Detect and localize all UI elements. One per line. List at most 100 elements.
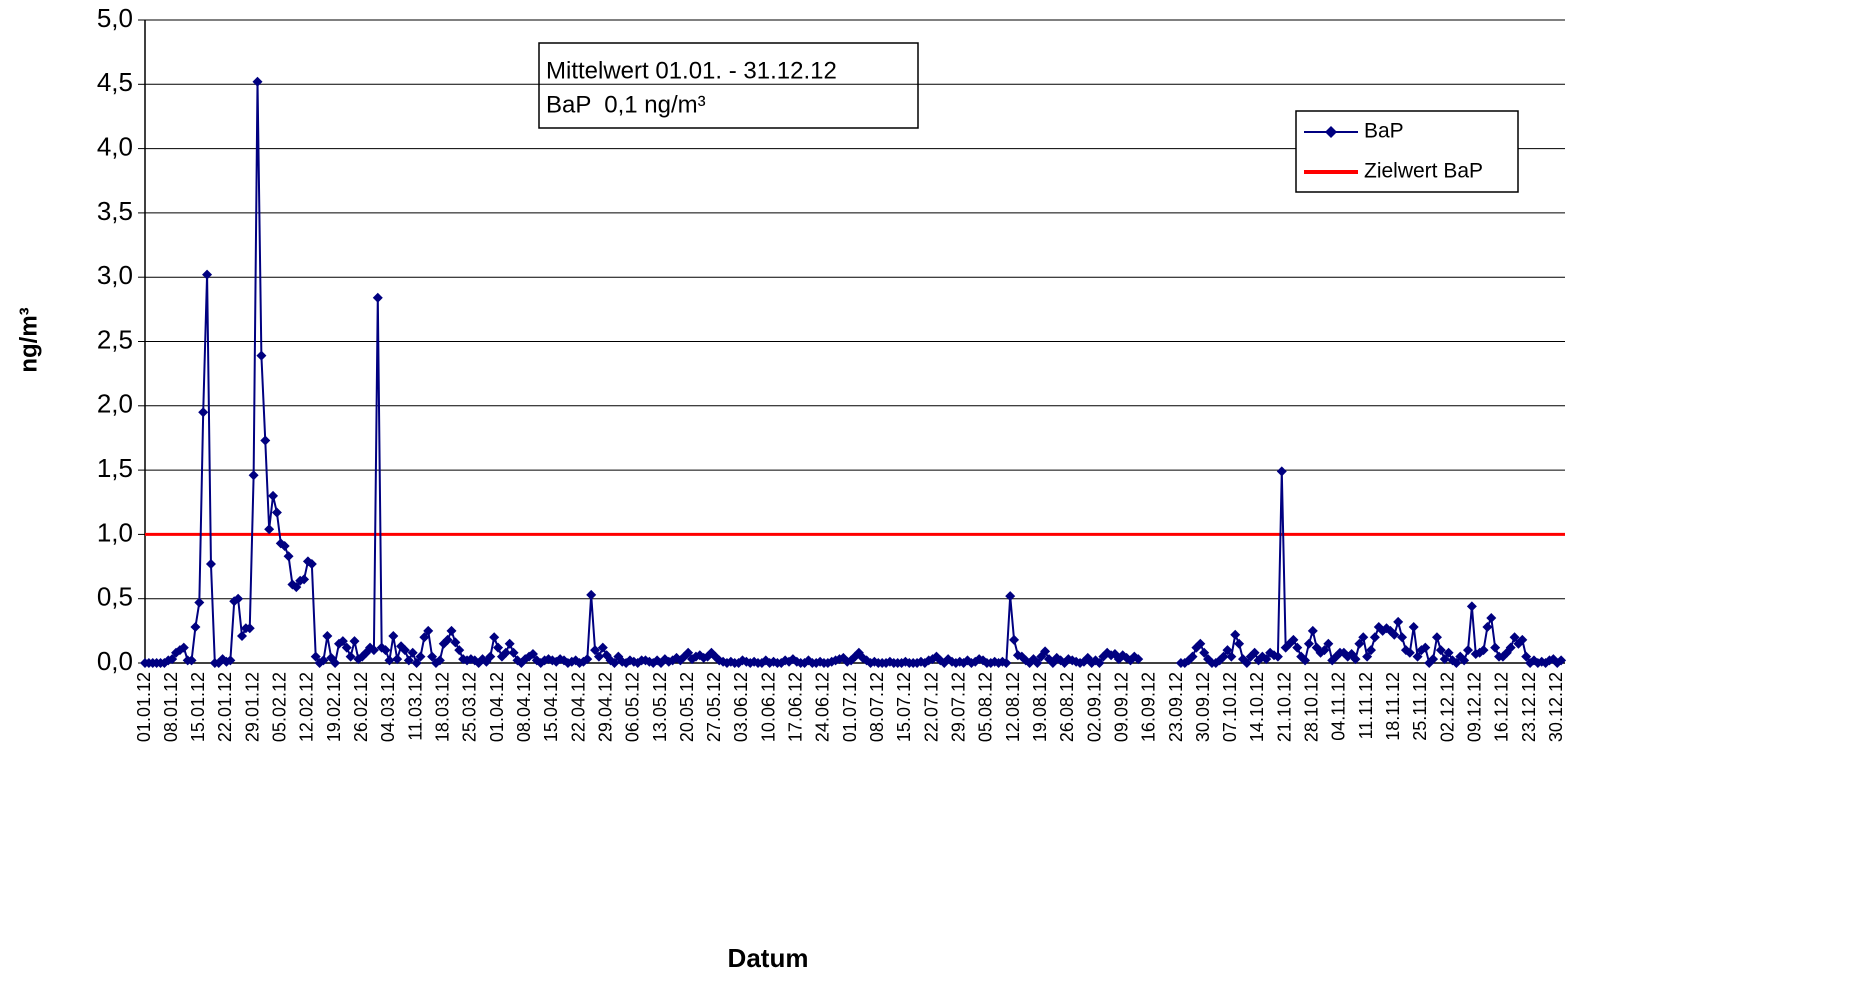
data-point [252,76,263,87]
data-point [1187,651,1198,662]
y-tick-label: 4,5 [97,67,133,97]
data-point [454,645,465,656]
data-point [178,642,189,653]
data-point [1272,651,1283,662]
data-point [1509,632,1520,643]
y-tick-label: 1,5 [97,453,133,483]
data-point [1005,591,1016,602]
data-point [500,647,511,658]
x-tick-label: 09.12.12 [1465,672,1485,742]
data-point [609,658,620,668]
data-point [1261,654,1272,665]
data-point [1521,651,1532,662]
x-tick-label: 25.11.12 [1410,672,1430,741]
data-point [493,642,504,653]
data-point [1323,638,1334,649]
x-tick-label: 05.02.12 [270,672,290,742]
x-tick-label: 08.07.12 [867,672,887,742]
data-point [504,638,515,649]
data-point [1486,612,1497,623]
x-tick-label: 17.06.12 [786,672,806,742]
x-axis-title: Datum [728,943,809,973]
data-point [1428,654,1439,665]
x-tick-label: 23.12.12 [1519,672,1539,742]
data-point [1195,638,1206,649]
legend-box [1295,110,1519,193]
x-tick-label: 08.01.12 [161,672,181,742]
data-point [310,651,321,662]
data-point [1199,647,1210,658]
x-tick-label: 30.12.12 [1546,672,1566,742]
data-point [330,658,341,668]
data-point [1032,658,1043,668]
y-tick-label: 4,0 [97,131,133,161]
data-point [1393,616,1404,627]
y-tick-label: 2,5 [97,324,133,354]
data-point [1451,658,1462,668]
data-point [1319,645,1330,656]
x-tick-label: 15.07.12 [894,672,914,742]
data-point [299,574,310,585]
x-tick-label: 23.09.12 [1166,672,1186,742]
data-point [1412,651,1423,662]
data-point [1358,632,1369,643]
data-point [279,540,290,551]
data-point [411,658,422,668]
data-point [236,630,247,641]
data-point [1234,638,1245,649]
data-point [1490,642,1501,653]
data-point [345,651,356,662]
data-point [1463,645,1474,656]
data-point [388,630,399,641]
data-point [399,645,410,656]
data-point [372,292,383,303]
data-point [349,636,360,647]
data-point [485,651,496,662]
data-point [403,655,414,666]
x-tick-label: 16.09.12 [1139,672,1159,742]
x-tick-label: 29.01.12 [242,672,262,742]
x-tick-label: 22.01.12 [215,672,235,742]
data-point [1369,632,1380,643]
data-point [1292,642,1303,653]
data-point [264,524,275,535]
x-tick-label: 15.01.12 [188,672,208,742]
x-tick-label: 29.04.12 [595,672,615,742]
data-point [1366,645,1377,656]
data-point [1420,642,1431,653]
x-tick-label: 25.03.12 [460,672,480,742]
data-point [1408,621,1419,632]
data-point [1001,658,1012,668]
data-point [1094,658,1105,668]
data-point [446,625,457,636]
x-tick-label: 04.03.12 [378,672,398,742]
data-point [419,632,430,643]
data-point [368,645,379,656]
data-point [1435,645,1446,656]
x-tick-label: 02.09.12 [1084,672,1104,742]
data-point [1226,651,1237,662]
data-point [1362,651,1373,662]
data-point [597,642,608,653]
data-point [380,645,391,656]
x-tick-label: 11.11.12 [1356,672,1376,739]
data-point [1389,629,1400,640]
x-tick-label: 28.10.12 [1302,672,1322,742]
data-point [186,655,197,666]
data-point [1218,651,1229,662]
data-point [1431,632,1442,643]
data-point [205,558,216,569]
data-point [450,637,461,648]
data-point [1443,647,1454,658]
data-point [1397,632,1408,643]
data-point [527,648,538,659]
y-tick-label: 0,5 [97,582,133,612]
x-tick-label: 03.06.12 [731,672,751,742]
annotation-line: BaP 0,1 ng/m³ [546,91,706,118]
x-tick-label: 16.12.12 [1492,672,1512,742]
x-tick-label: 24.06.12 [813,672,833,742]
data-point [167,654,178,665]
y-tick-label: 0,0 [97,646,133,676]
data-point [590,645,601,656]
